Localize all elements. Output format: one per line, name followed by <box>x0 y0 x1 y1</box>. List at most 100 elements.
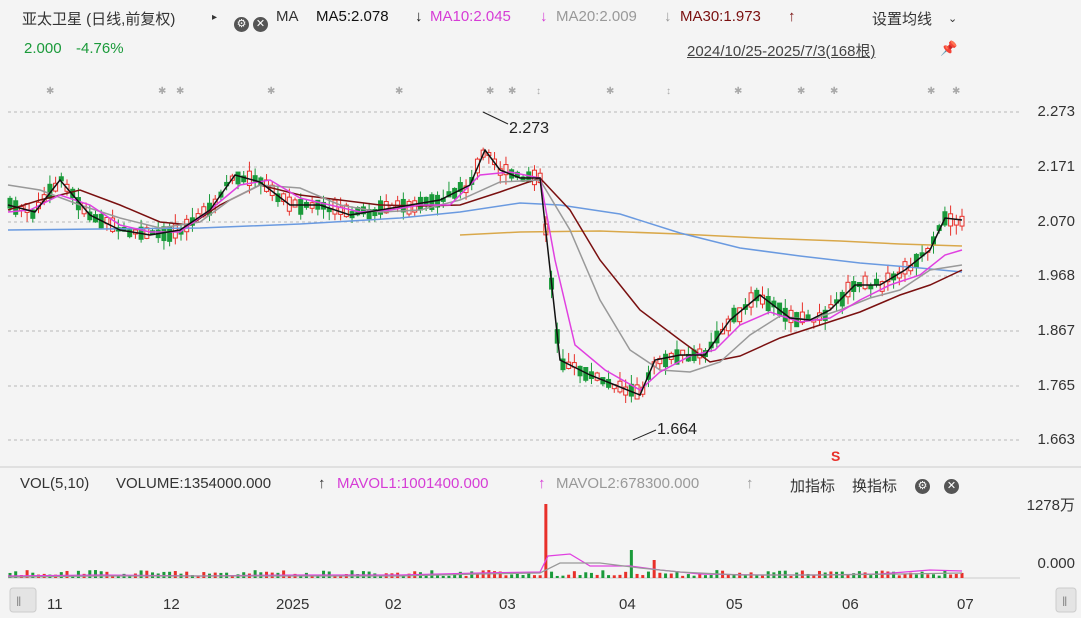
volume-bar <box>863 572 867 578</box>
volume-bar <box>641 575 645 578</box>
volume-bar <box>698 572 702 578</box>
stock-title[interactable]: 亚太卫星 (日线,前复权) <box>22 11 176 28</box>
candle-body <box>953 218 959 226</box>
svg-text:✱: ✱ <box>830 86 838 97</box>
x-axis-tick: 07 <box>957 596 974 613</box>
candle-body <box>959 215 965 227</box>
candle-body <box>634 384 640 400</box>
volume-bar <box>128 575 132 578</box>
svg-text:✱: ✱ <box>395 86 403 97</box>
candle-body <box>714 330 720 344</box>
price-axis-tick: 1.867 <box>1037 322 1075 339</box>
date-range[interactable]: 2024/10/25-2025/7/3(168根) <box>687 43 876 60</box>
high-label: 2.273 <box>509 120 549 137</box>
candle-body <box>235 171 241 185</box>
volume-bar <box>510 574 514 578</box>
candle-body <box>298 199 304 215</box>
ma10-value: MA10:2.045 <box>430 8 511 25</box>
mavol1-up-arrow-icon: ↑ <box>538 475 546 492</box>
candle-body <box>759 294 765 305</box>
volume-bar <box>897 575 901 578</box>
volume-bar <box>812 574 816 578</box>
candle-body <box>788 309 794 324</box>
volume-bar <box>527 572 531 578</box>
volume-bar <box>196 575 200 578</box>
volume-bar <box>567 574 571 578</box>
svg-text:↕: ↕ <box>536 86 541 97</box>
volume-bar <box>253 570 257 578</box>
last-price: 2.000 <box>24 40 62 57</box>
candle-body <box>663 353 669 368</box>
mavol2-line <box>7 562 963 578</box>
vol-label[interactable]: VOL(5,10) <box>20 475 90 492</box>
svg-text:‖: ‖ <box>1062 594 1067 609</box>
candle-body <box>372 209 378 217</box>
volume-bar <box>909 572 913 578</box>
volume-bar <box>436 575 440 578</box>
candle-body <box>765 295 771 312</box>
volume-bar <box>852 573 856 578</box>
candle-body <box>241 175 247 183</box>
volume-bar <box>538 575 542 578</box>
volume-bar <box>401 575 405 578</box>
volume-bar <box>783 570 787 578</box>
volume-bar <box>635 573 639 578</box>
s-marker-icon[interactable]: S <box>831 448 840 464</box>
volume-bar <box>447 575 451 578</box>
chart-header: 亚太卫星 (日线,前复权) ▸ ⚙ ✕ MA MA5:2.078 ↓ MA10:… <box>22 8 958 32</box>
volume-bar <box>686 574 690 578</box>
volume-bars <box>8 504 964 578</box>
volume-bar <box>310 575 314 578</box>
ma30-line <box>7 177 963 363</box>
price-axis-tick: 2.070 <box>1037 213 1075 230</box>
add-indicator-button[interactable]: 加指标 <box>790 478 836 495</box>
volume-bar <box>65 570 69 578</box>
volume-bar <box>703 575 707 578</box>
volume-bar <box>139 570 143 578</box>
price-axis-tick: 1.663 <box>1037 431 1075 448</box>
svg-text:‖: ‖ <box>16 594 21 609</box>
low-label: 1.664 <box>657 421 697 438</box>
volume-bar <box>555 575 559 578</box>
ma-label: MA <box>276 8 299 25</box>
volume-bar <box>168 571 172 578</box>
ma20-down-arrow-icon: ↓ <box>664 8 672 25</box>
volume-bar <box>202 572 206 578</box>
volume-bar <box>316 575 320 578</box>
svg-text:✱: ✱ <box>508 86 516 97</box>
candle-body <box>127 229 133 238</box>
candle-body <box>360 206 366 215</box>
low-arrow <box>632 429 657 441</box>
volume-gear-icon[interactable]: ⚙ <box>915 476 930 494</box>
event-markers: ✱ ✱ ✱ ✱ ✱ ✱ ✱ ↕ ✱ ↕ ✱ ✱ ✱ ✱ ✱ <box>46 86 960 97</box>
candle-body <box>378 200 384 215</box>
price-change: -4.76% <box>76 40 124 57</box>
ma5-value: MA5:2.078 <box>316 8 389 25</box>
candle-body <box>737 307 743 323</box>
volume-bar <box>493 571 497 578</box>
ma60-line <box>7 202 963 273</box>
volume-bar <box>926 574 930 578</box>
volume-bar <box>14 571 18 578</box>
volume-bar <box>282 570 286 578</box>
volume-bar <box>521 575 525 578</box>
switch-indicator-button[interactable]: 换指标 <box>852 478 898 495</box>
volume-bar <box>464 575 468 578</box>
volume-bar <box>726 574 730 578</box>
x-axis-tick: 2025 <box>276 596 310 613</box>
volume-bar <box>664 573 668 578</box>
chevron-down-icon[interactable]: ⌄ <box>948 13 958 25</box>
volume-close-icon[interactable]: ✕ <box>944 476 959 494</box>
volume-bar <box>669 573 673 578</box>
expand-triangle-icon[interactable]: ▸ <box>212 12 218 23</box>
pin-icon[interactable]: 📌 <box>940 40 958 56</box>
ma-settings-button[interactable]: 设置均线 <box>872 11 933 28</box>
candle-body <box>383 201 389 214</box>
volume-bar <box>675 571 679 578</box>
volume-bar <box>162 571 166 578</box>
volume-bar <box>789 575 793 578</box>
candle-body <box>674 349 680 365</box>
mavol2-value: MAVOL2:678300.000 <box>556 475 700 492</box>
volume-bar <box>618 574 622 578</box>
